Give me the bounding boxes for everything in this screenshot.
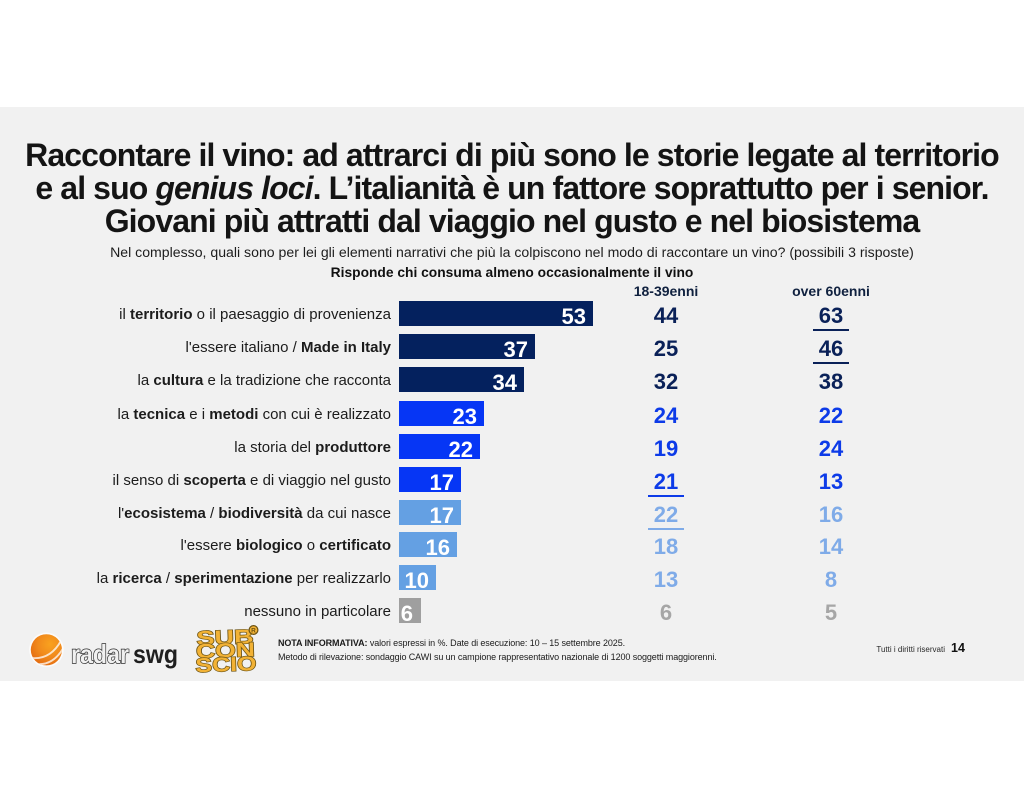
- svg-text:R: R: [251, 627, 256, 634]
- svg-text:SUB: SUB: [196, 626, 254, 650]
- svg-text:swg: swg: [133, 639, 178, 669]
- svg-text:radar: radar: [71, 639, 129, 669]
- svg-text:CON: CON: [196, 639, 256, 663]
- svg-text:SCIO: SCIO: [195, 653, 257, 677]
